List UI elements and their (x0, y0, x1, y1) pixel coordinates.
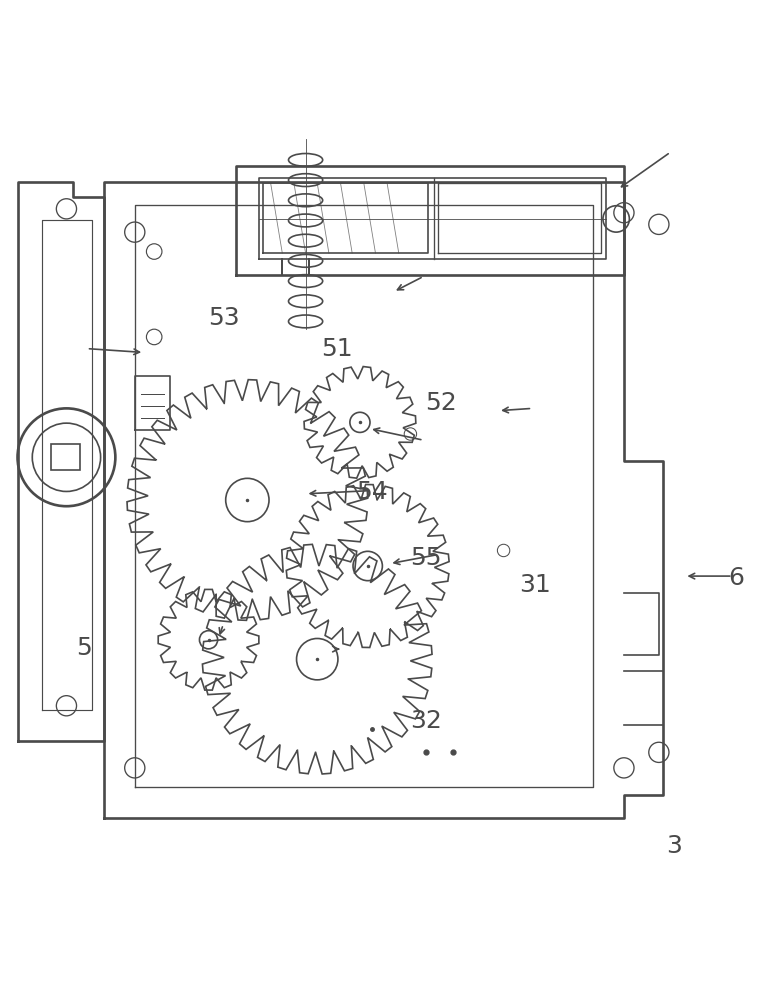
Text: 6: 6 (729, 566, 744, 590)
Text: 55: 55 (411, 546, 442, 570)
Text: 3: 3 (666, 834, 683, 858)
Bar (51, 444, 81, 470)
Text: 51: 51 (321, 337, 353, 361)
Text: 5: 5 (77, 636, 92, 660)
Text: 52: 52 (425, 391, 457, 415)
Text: 32: 32 (410, 709, 442, 733)
Text: 54: 54 (356, 480, 387, 504)
Text: 53: 53 (208, 306, 240, 330)
Text: 31: 31 (518, 573, 551, 597)
